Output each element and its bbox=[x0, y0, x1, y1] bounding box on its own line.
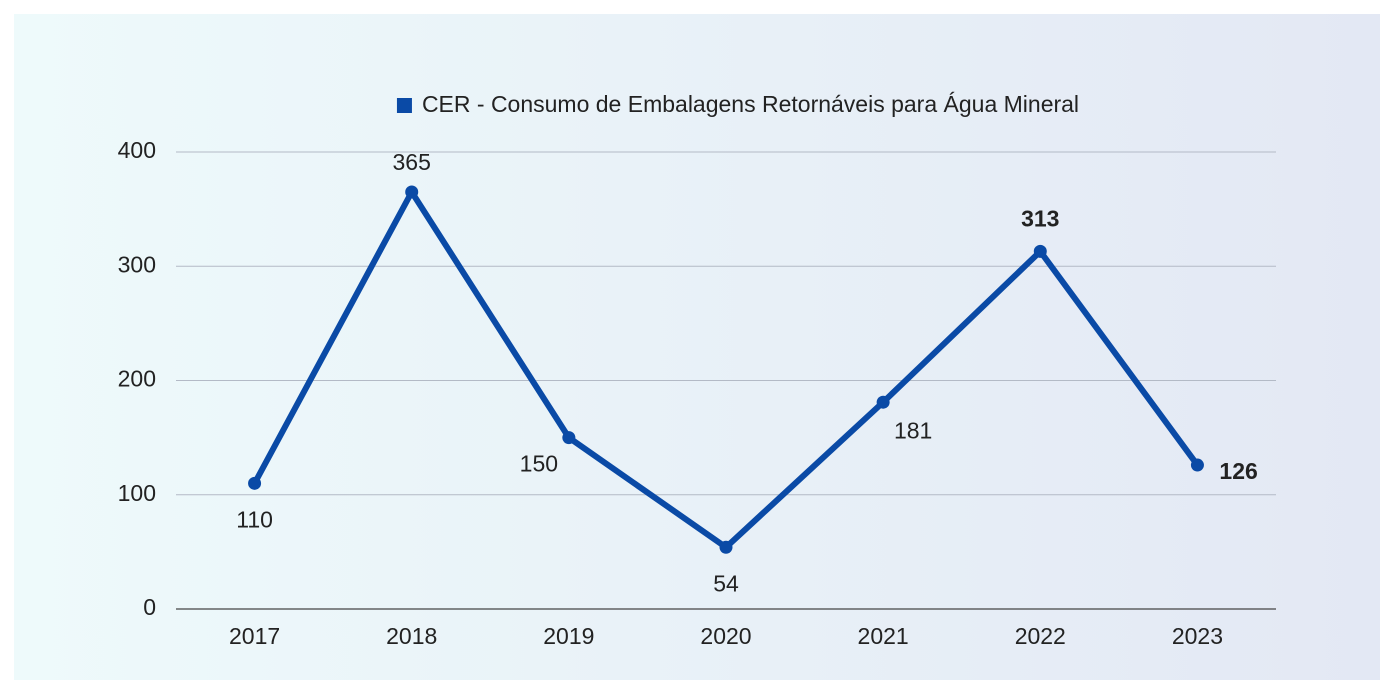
data-label: 150 bbox=[520, 451, 558, 477]
x-tick-label: 2020 bbox=[700, 623, 751, 649]
x-tick-label: 2021 bbox=[858, 623, 909, 649]
x-tick-label: 2022 bbox=[1015, 623, 1066, 649]
x-tick-label: 2017 bbox=[229, 623, 280, 649]
y-tick-label: 200 bbox=[118, 366, 156, 392]
legend-label: CER - Consumo de Embalagens Retornáveis … bbox=[422, 91, 1079, 117]
data-label: 181 bbox=[894, 417, 932, 443]
point bbox=[1033, 244, 1047, 258]
point bbox=[405, 185, 419, 199]
point bbox=[562, 431, 576, 445]
point bbox=[876, 395, 890, 409]
y-tick-label: 100 bbox=[118, 480, 156, 506]
x-tick-label: 2023 bbox=[1172, 623, 1223, 649]
point bbox=[1190, 458, 1204, 472]
data-label: 110 bbox=[236, 506, 273, 532]
legend-swatch bbox=[396, 98, 412, 113]
data-label: 54 bbox=[713, 570, 739, 596]
x-tick-label: 2018 bbox=[386, 623, 437, 649]
y-tick-label: 0 bbox=[143, 594, 156, 620]
panel bbox=[14, 14, 1380, 680]
y-tick-label: 300 bbox=[118, 251, 156, 277]
data-label: 126 bbox=[1219, 458, 1257, 484]
data-label: 313 bbox=[1021, 205, 1059, 231]
data-label: 365 bbox=[393, 149, 431, 175]
y-tick-label: 400 bbox=[118, 137, 156, 163]
point bbox=[248, 476, 262, 490]
point bbox=[719, 540, 733, 554]
x-tick-label: 2019 bbox=[543, 623, 594, 649]
